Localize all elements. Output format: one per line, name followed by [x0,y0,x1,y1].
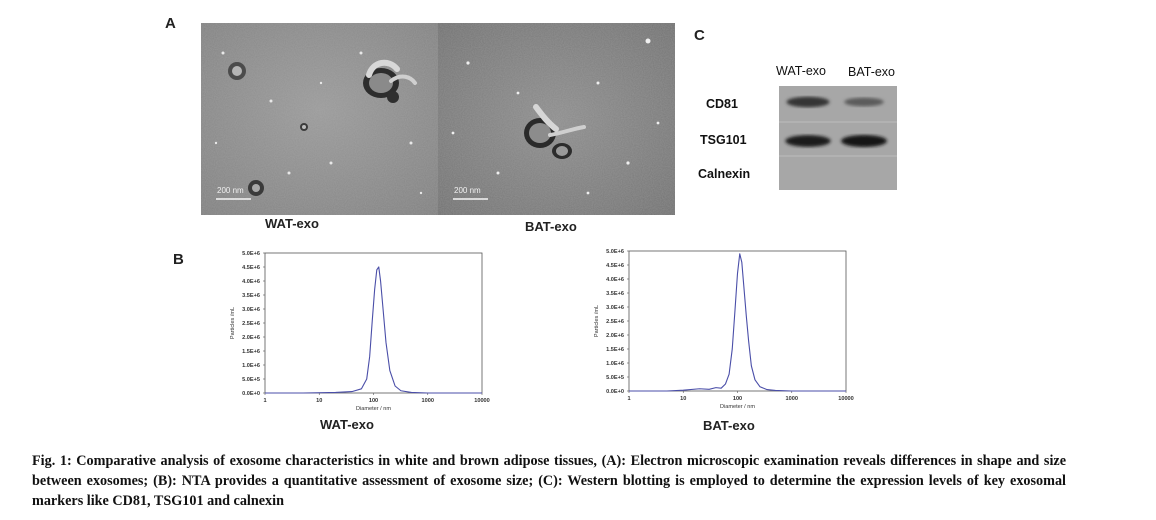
x-tick-label: 1000 [786,396,798,402]
y-axis-label: Particles /mL [230,307,236,339]
y-tick-label: 2.5E+6 [606,319,624,325]
series-line [265,266,482,394]
wb-band-cd81-bat [844,97,884,107]
em-label-wat: WAT-exo [265,216,319,231]
x-tick-label: 100 [369,398,378,404]
y-axis-label: Particles /mL [594,305,600,337]
wb-row-label-cd81: CD81 [706,97,738,111]
x-axis-label: Diameter / nm [720,404,755,410]
y-tick-label: 3.5E+6 [606,291,624,297]
wb-band-cd81-wat [786,96,830,108]
panel-letter-c: C [694,27,705,44]
wb-row-label-tsg101: TSG101 [700,133,747,147]
em-image-wat: 200 nm [201,23,438,215]
y-tick-label: 1.5E+6 [242,349,260,355]
western-blot-bands [779,86,897,190]
plot-frame [264,252,483,394]
nta-chart-bat: 0.0E+0 5.0E+5 1.0E+6 1.5E+6 2.0E+6 2.5E+6 3.0E… [594,249,854,410]
em-image-bat: 200 nm [438,23,675,215]
y-tick-label: 4.0E+6 [242,279,260,285]
x-tick-label: 1 [627,396,630,402]
y-tick-label: 5.0E+6 [606,249,624,255]
wb-band-tsg101-bat [841,135,887,147]
y-tick-label: 4.5E+6 [242,265,260,271]
y-tick-label: 5.0E+5 [606,375,624,381]
wb-col-label-bat: BAT-exo [848,65,896,79]
nta-label-bat: BAT-exo [703,418,755,433]
x-tick-label: 100 [733,396,742,402]
x-tick-label: 10000 [474,398,490,404]
x-tick-label: 1 [263,398,266,404]
wb-band-tsg101-wat [785,135,831,147]
y-tick-label: 2.0E+6 [242,335,260,341]
em-micrograph-wat [201,23,438,215]
figure-caption: Fig. 1: Comparative analysis of exosome … [32,453,1066,509]
y-tick-label: 0.0E+0 [242,391,260,397]
y-tick-label: 1.0E+6 [242,363,260,369]
y-tick-label: 4.5E+6 [606,263,624,269]
scale-bar-label: 200 nm [217,186,244,195]
x-tick-label: 10000 [838,396,854,402]
y-tick-label: 5.0E+5 [242,377,260,383]
panel-letter-a: A [165,15,176,32]
wb-row-label-calnexin: Calnexin [698,167,751,181]
x-tick-label: 1000 [422,398,434,404]
y-tick-label: 4.0E+6 [606,277,624,283]
x-axis-label: Diameter / nm [356,406,391,412]
panel-letter-b: B [173,251,184,268]
x-tick-label: 10 [680,396,686,402]
y-tick-label: 3.5E+6 [242,293,260,299]
y-tick-label: 5.0E+6 [242,251,260,257]
series-line [629,253,846,392]
y-tick-label: 0.0E+0 [606,389,624,395]
y-tick-label: 3.0E+6 [606,305,624,311]
em-label-bat: BAT-exo [525,219,577,234]
em-micrograph-bat [438,23,675,215]
nta-chart-wat: 0.0E+0 5.0E+5 1.0E+6 1.5E+6 2.0E+6 2.5E+6 3.0E… [230,251,490,412]
western-blot-membrane [779,86,897,190]
y-tick-label: 1.5E+6 [606,347,624,353]
y-tick-label: 3.0E+6 [242,307,260,313]
y-tick-label: 2.5E+6 [242,321,260,327]
x-tick-label: 10 [316,398,322,404]
y-tick-label: 2.0E+6 [606,333,624,339]
scale-bar-label: 200 nm [454,186,481,195]
nta-label-wat: WAT-exo [320,417,374,432]
wb-col-label-wat: WAT-exo [776,64,827,78]
y-tick-label: 1.0E+6 [606,361,624,367]
